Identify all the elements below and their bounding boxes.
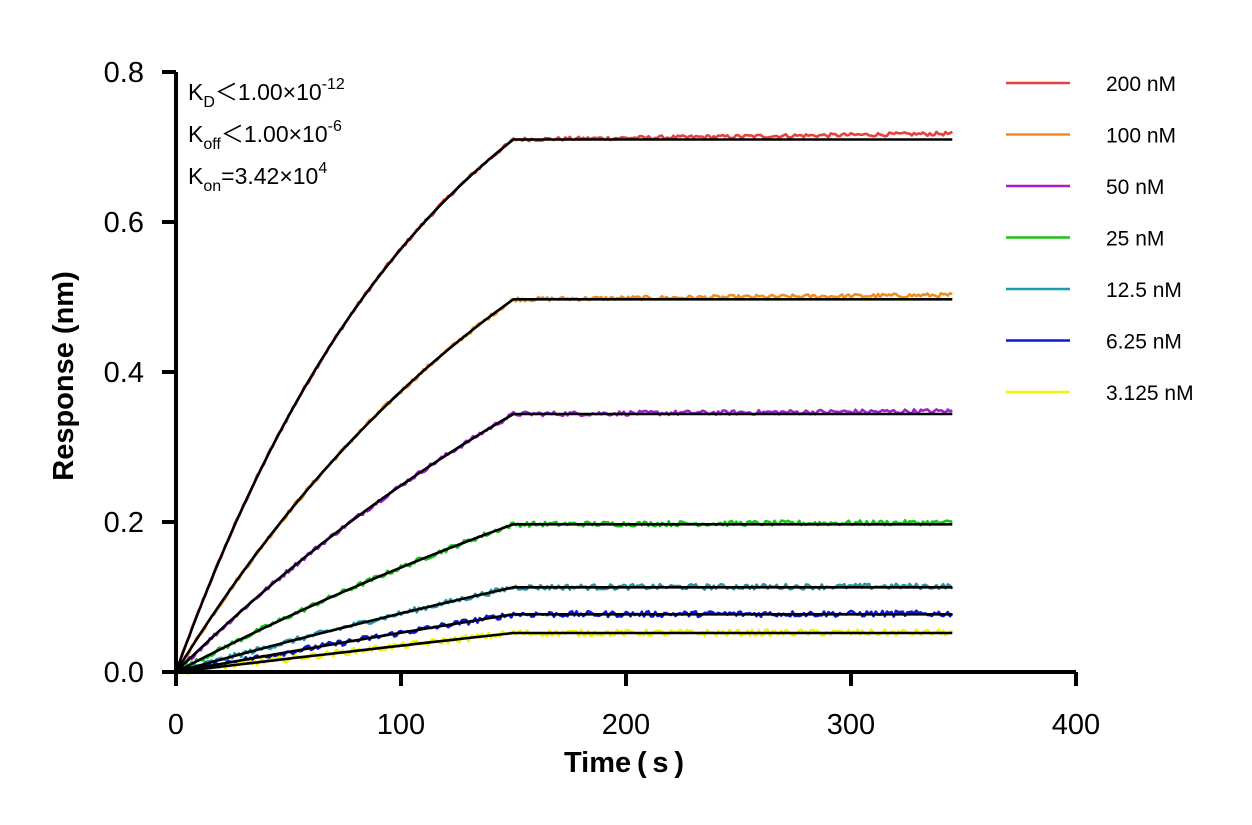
- legend-label: 6.25 nM: [1106, 331, 1182, 354]
- y-ticks-layer: 0.0 0.2 0.4 0.6 0.8: [104, 57, 176, 689]
- legend-label: 100 nM: [1106, 125, 1176, 148]
- fit-line: [174, 297, 953, 673]
- x-tick-label: 0: [168, 709, 184, 741]
- legend-label: 12.5 nM: [1106, 279, 1182, 302]
- fit-line: [175, 612, 953, 674]
- x-tick-label: 200: [602, 709, 650, 741]
- legend-label: 3.125 nM: [1106, 382, 1194, 405]
- fit-line: [174, 138, 953, 673]
- x-axis-title: Time ( s ): [564, 747, 684, 779]
- fit-line: [175, 522, 953, 674]
- y-tick-label: 0.0: [104, 657, 144, 689]
- series-layer: [174, 130, 954, 676]
- x-tick-label: 400: [1052, 709, 1100, 741]
- x-ticks-layer: 0 100 200 300 400: [168, 672, 1100, 741]
- y-tick-label: 0.8: [104, 57, 144, 89]
- y-tick-label: 0.2: [104, 507, 144, 539]
- y-axis-title: Response (nm): [48, 271, 80, 480]
- legend: 200 nM 100 nM 50 nM 25 nM 12.5 nM 6.25 nM 3.12…: [1006, 73, 1194, 405]
- annotation-kd: KD＜1.00×10-12: [188, 76, 345, 111]
- legend-label: 50 nM: [1106, 176, 1164, 199]
- fit-curves-layer: [174, 138, 953, 674]
- x-tick-label: 300: [827, 709, 875, 741]
- legend-label: 25 nM: [1106, 228, 1164, 251]
- axes-layer: [174, 72, 1076, 674]
- annotation-kon: Kon=3.42×104: [188, 160, 327, 195]
- kinetic-constants-annotation: KD＜1.00×10-12 Koff＜1.00×10-6 Kon=3.42×104: [188, 76, 345, 195]
- y-tick-label: 0.6: [104, 207, 144, 239]
- fit-line: [175, 585, 953, 674]
- annotation-koff: Koff＜1.00×10-6: [188, 118, 342, 153]
- series-line: [174, 130, 953, 673]
- series-line: [175, 518, 953, 674]
- fit-line: [175, 412, 953, 673]
- legend-label: 200 nM: [1106, 73, 1176, 96]
- fit-line: [175, 631, 953, 674]
- y-tick-label: 0.4: [104, 357, 144, 389]
- x-tick-label: 100: [377, 709, 425, 741]
